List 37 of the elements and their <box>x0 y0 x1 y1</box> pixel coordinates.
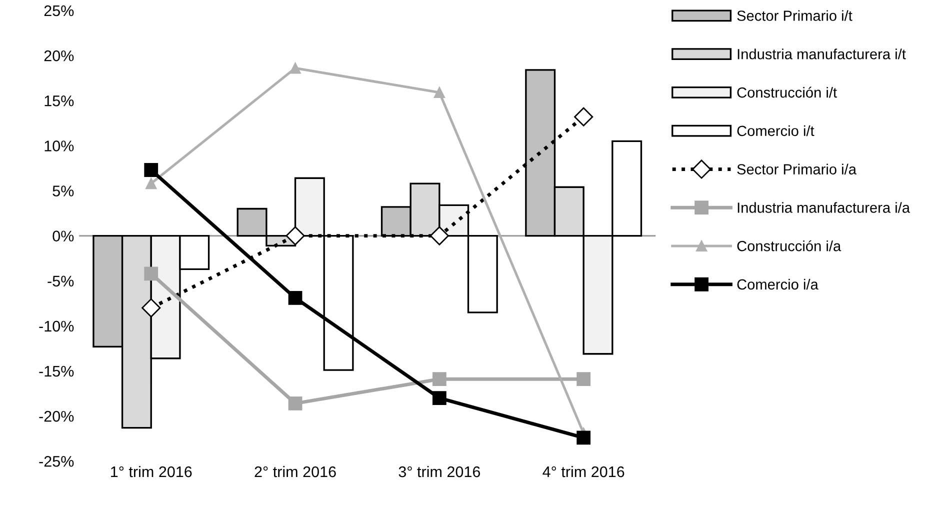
point <box>290 62 301 74</box>
point <box>146 178 157 190</box>
y-tick-label: -5% <box>48 276 74 287</box>
legend-label: Sector Primario i/t <box>737 10 852 21</box>
point <box>144 163 158 177</box>
legend-label: Comercio i/a <box>737 278 818 290</box>
y-tick-label: 5% <box>52 186 74 196</box>
point <box>430 226 449 246</box>
y-tick-label: -15% <box>39 366 74 377</box>
x-tick-label: 1° trim 2016 <box>111 466 192 478</box>
y-tick-label: 25% <box>44 5 74 16</box>
point <box>144 266 158 281</box>
point <box>432 372 446 386</box>
point <box>286 226 305 246</box>
x-tick-label: 3° trim 2016 <box>398 466 480 478</box>
legend-label: Construcción i/a <box>737 240 842 252</box>
legend-label: Construcción i/t <box>737 86 837 98</box>
y-tick-label: -20% <box>39 410 74 422</box>
x-tick-label: 4° trim 2016 <box>542 466 624 478</box>
point <box>288 396 302 410</box>
legend-label: Industria manufacturera i/t <box>738 48 906 60</box>
point <box>142 298 161 318</box>
y-tick-label: 10% <box>44 140 74 152</box>
y-tick-label: 0% <box>52 230 74 242</box>
x-tick-label: 2° trim 2016 <box>254 466 336 478</box>
y-tick-label: 20% <box>44 50 74 62</box>
point <box>576 430 591 445</box>
point <box>432 391 446 405</box>
point <box>288 291 302 305</box>
y-tick-label: 15% <box>44 96 74 106</box>
point <box>434 86 445 98</box>
legend-label: Sector Primario i/a <box>737 164 856 174</box>
y-tick-label: -25% <box>39 456 74 467</box>
legend-label: Comercio i/t <box>737 125 814 136</box>
point <box>576 372 591 386</box>
y-tick-label: -10% <box>39 320 74 332</box>
legend-label: Industria manufacturera i/a <box>738 202 910 213</box>
